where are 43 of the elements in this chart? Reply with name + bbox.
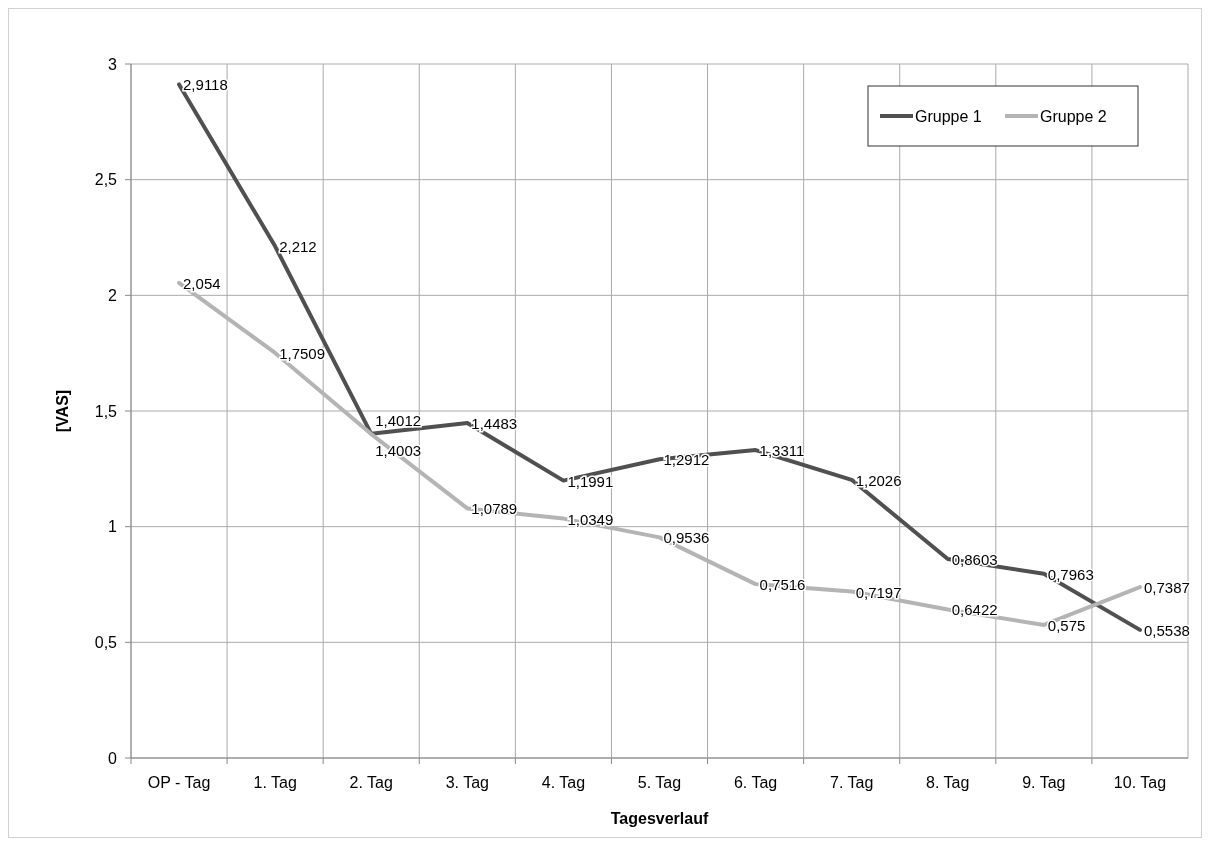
data-label: 0,7963 — [1047, 565, 1094, 583]
line-series — [177, 82, 1142, 632]
legend-label: Gruppe 1 — [915, 107, 982, 125]
data-label: 1,4012 — [375, 411, 422, 429]
data-label: 1,4003 — [375, 442, 422, 460]
data-label: 1,0349 — [567, 510, 614, 528]
y-tick-label: 1 — [108, 518, 118, 536]
data-label: 1,2026 — [855, 471, 902, 489]
x-tick-label: 9. Tag — [1022, 774, 1066, 791]
x-tick-label: 10. Tag — [1113, 774, 1167, 791]
data-label: 0,6422 — [951, 601, 998, 619]
y-tick-label: 0,5 — [94, 633, 118, 651]
data-label: 2,212 — [279, 238, 317, 256]
data-label: 1,1991 — [567, 472, 614, 490]
x-tick-label: 1. Tag — [253, 774, 297, 791]
x-tick-label: 3. Tag — [445, 774, 489, 791]
y-tick-label: 1,5 — [94, 402, 118, 420]
legend-label: Gruppe 2 — [1040, 107, 1107, 125]
data-label: 2,9118 — [183, 76, 228, 94]
x-tick-label: 8. Tag — [926, 774, 970, 791]
y-axis-title: [VAS] — [54, 389, 71, 433]
y-tick-label: 3 — [108, 55, 118, 73]
data-label: 1,0789 — [471, 500, 518, 518]
y-tick-label: 2,5 — [94, 171, 118, 189]
x-tick-label: 6. Tag — [733, 774, 778, 791]
x-axis-title: Tagesverlauf — [610, 810, 709, 827]
data-label: 1,3311 — [759, 442, 805, 460]
x-tick-label: 7. Tag — [830, 774, 874, 791]
x-tick-label: 4. Tag — [541, 774, 586, 791]
data-label: 0,5538 — [1143, 621, 1190, 639]
data-label: 0,7197 — [855, 583, 902, 601]
data-label: 0,575 — [1047, 616, 1086, 634]
data-label: 0,7516 — [759, 576, 806, 594]
data-label: 0,7387 — [1143, 579, 1190, 597]
data-label: 1,7509 — [279, 344, 326, 362]
data-label: 0,9536 — [663, 529, 710, 547]
x-tick-label: 2. Tag — [349, 774, 393, 791]
y-tick-label: 2 — [108, 286, 118, 304]
data-label: 1,4483 — [471, 414, 518, 432]
x-tick-label: 5. Tag — [637, 774, 682, 791]
y-tick-label: 0 — [108, 749, 118, 767]
x-tick-label: OP - Tag — [147, 774, 211, 791]
data-label: 2,054 — [183, 274, 221, 292]
